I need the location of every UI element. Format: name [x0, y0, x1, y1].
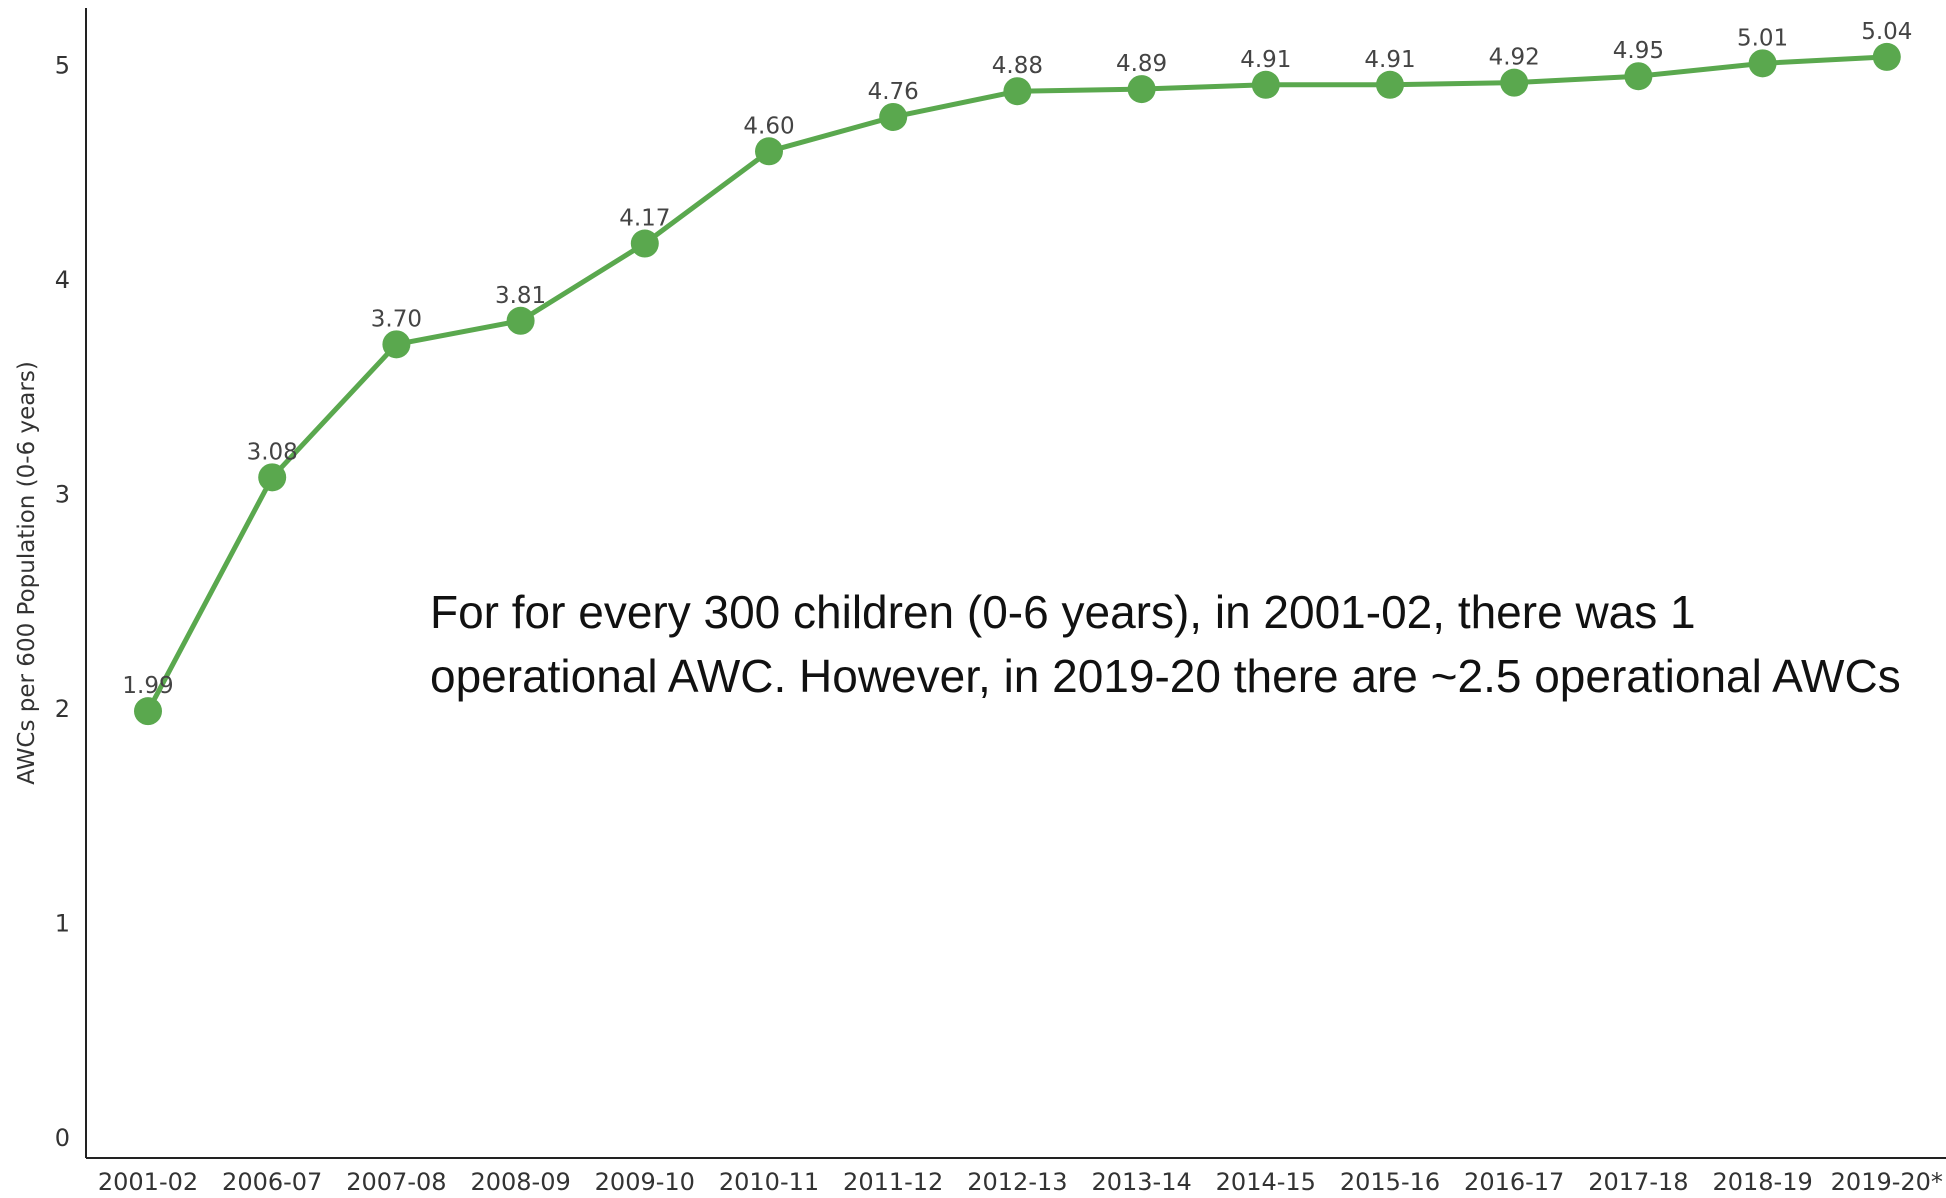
data-point: [506, 306, 535, 335]
data-label: 4.95: [1613, 38, 1664, 64]
y-tick-label: 0: [55, 1124, 70, 1152]
x-tick-label: 2012-13: [967, 1168, 1067, 1196]
annotation-line-1: For for every 300 children (0-6 years), …: [430, 586, 1696, 638]
x-tick-label: 2016-17: [1464, 1168, 1564, 1196]
annotation-line-2: operational AWC. However, in 2019-20 the…: [430, 650, 1901, 702]
x-tick-label: 2018-19: [1712, 1168, 1812, 1196]
x-tick-label: 2015-16: [1340, 1168, 1440, 1196]
x-tick-label: 2007-08: [346, 1168, 446, 1196]
data-label: 4.17: [619, 206, 670, 232]
x-tick-label: 2006-07: [222, 1168, 322, 1196]
x-tick-label: 2001-02: [98, 1168, 198, 1196]
x-tick-label: 2010-11: [719, 1168, 819, 1196]
data-label: 4.91: [1240, 47, 1291, 73]
y-tick-label: 4: [55, 266, 70, 294]
data-point: [630, 229, 659, 258]
x-tick-label: 2011-12: [843, 1168, 943, 1196]
x-tick-label: 2013-14: [1091, 1168, 1191, 1196]
x-tick-label: 2014-15: [1216, 1168, 1316, 1196]
data-label: 3.08: [247, 439, 298, 465]
data-point: [1003, 77, 1032, 106]
data-label: 4.89: [1116, 51, 1167, 77]
data-label: 4.76: [868, 79, 919, 105]
data-point: [1251, 70, 1280, 99]
y-tick-label: 2: [55, 695, 70, 723]
data-label: 4.88: [992, 53, 1043, 79]
y-tick-label: 5: [55, 52, 70, 80]
x-tick-label: 2009-10: [595, 1168, 695, 1196]
axes: 0 1 2 3 4 5 2001-02 2006-07 2007-08 2008-09 2009-1…: [14, 8, 1946, 1196]
data-label: 4.60: [743, 113, 794, 139]
y-tick-label: 3: [55, 481, 70, 509]
data-point: [1748, 49, 1777, 78]
data-points-layer: [134, 42, 1901, 726]
data-point: [1624, 62, 1653, 91]
x-tick-label: 2017-18: [1588, 1168, 1688, 1196]
data-point: [879, 102, 908, 131]
data-labels-layer: 1.99 3.08 3.70 3.81 4.17 4.60 4.76 4.88 4.89 4.91…: [122, 19, 1912, 699]
data-point: [258, 463, 287, 492]
y-axis-title: AWCs per 600 Population (0-6 years): [14, 361, 40, 785]
x-tick-label: 2008-09: [470, 1168, 570, 1196]
y-tick-label: 1: [55, 910, 70, 938]
data-label: 1.99: [122, 673, 173, 699]
annotation-text: For for every 300 children (0-6 years), …: [430, 580, 1946, 708]
data-point: [134, 697, 162, 726]
data-point: [755, 137, 783, 166]
data-label: 3.81: [495, 283, 546, 309]
data-point: [1500, 68, 1529, 97]
data-label: 4.91: [1364, 47, 1415, 73]
data-point: [1376, 70, 1404, 99]
data-label: 3.70: [371, 306, 422, 332]
data-point: [1872, 42, 1901, 71]
data-point: [382, 330, 411, 359]
data-label: 4.92: [1489, 45, 1540, 71]
data-point: [1127, 75, 1156, 104]
data-label: 5.04: [1861, 19, 1912, 45]
x-tick-label: 2019-20*: [1831, 1168, 1943, 1196]
data-label: 5.01: [1737, 25, 1788, 51]
